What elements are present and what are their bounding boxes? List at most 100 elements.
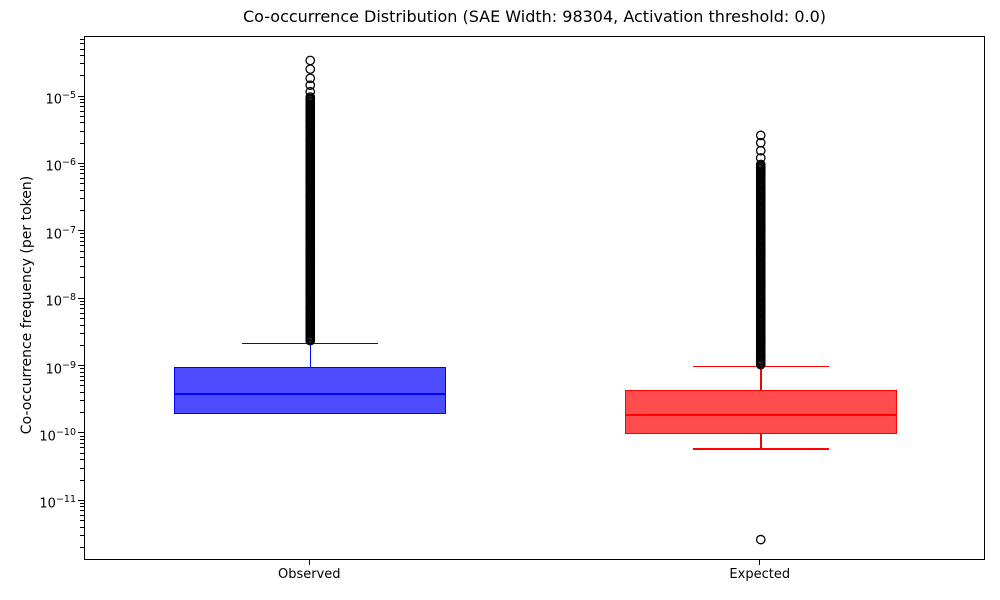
y-minor-tick [80, 546, 84, 548]
y-minor-tick [80, 506, 84, 508]
y-minor-tick [80, 183, 84, 185]
median-line-expected [624, 414, 897, 416]
whisker-upper-observed [309, 343, 311, 367]
whisker-lower-expected [760, 433, 762, 449]
y-tick-label: 10−9 [45, 359, 76, 377]
y-major-tick [78, 432, 84, 434]
y-minor-tick [80, 173, 84, 175]
y-minor-tick [80, 400, 84, 402]
y-major-tick [78, 230, 84, 232]
y-minor-tick [80, 55, 84, 57]
y-minor-tick [80, 308, 84, 310]
outlier-circle [305, 335, 316, 346]
outlier-circle [755, 359, 766, 370]
y-minor-tick [80, 240, 84, 242]
y-minor-tick [80, 502, 84, 504]
y-minor-tick [80, 452, 84, 454]
chart-title: Co-occurrence Distribution (SAE Width: 9… [242, 7, 827, 26]
outlier-markers [305, 55, 766, 545]
y-minor-tick [80, 526, 84, 528]
outlier-circle [755, 534, 766, 545]
y-minor-tick [80, 459, 84, 461]
median-line-observed [174, 393, 447, 395]
y-minor-tick [80, 106, 84, 108]
y-minor-tick [80, 324, 84, 326]
outlier-circle [305, 64, 316, 74]
y-minor-tick [80, 304, 84, 306]
y-minor-tick [80, 312, 84, 314]
outlier-circle [755, 145, 766, 156]
y-minor-tick [80, 380, 84, 382]
y-minor-tick [80, 130, 84, 132]
y-minor-tick [80, 75, 84, 77]
outlier-circle [305, 80, 316, 91]
y-minor-tick [80, 198, 84, 200]
box-observed [174, 366, 447, 414]
x-tick [308, 560, 310, 565]
y-tick-label: 10−6 [45, 157, 76, 175]
y-minor-tick [80, 265, 84, 267]
y-minor-tick [80, 300, 84, 302]
y-major-tick [78, 95, 84, 97]
y-tick-label: 10−8 [45, 292, 76, 310]
y-minor-tick [80, 102, 84, 104]
y-minor-tick [80, 177, 84, 179]
outlier-circle [305, 55, 316, 66]
y-minor-tick [80, 514, 84, 516]
y-minor-tick [80, 43, 84, 45]
whisker-cap-lower-expected [692, 448, 829, 450]
y-minor-tick [80, 368, 84, 370]
y-minor-tick [80, 98, 84, 100]
y-minor-tick [80, 412, 84, 414]
y-tick-label: 10−5 [45, 90, 76, 108]
y-minor-tick [80, 142, 84, 144]
y-minor-tick [80, 385, 84, 387]
y-minor-tick [80, 250, 84, 252]
y-minor-tick [80, 210, 84, 212]
y-tick-label: 10−10 [39, 426, 76, 445]
y-minor-tick [80, 233, 84, 235]
y-minor-tick [80, 375, 84, 377]
y-major-tick [78, 365, 84, 367]
y-major-tick [78, 162, 84, 164]
y-minor-tick [80, 467, 84, 469]
y-major-tick [78, 297, 84, 299]
x-tick-label-observed: Observed [277, 567, 341, 582]
y-minor-tick [80, 442, 84, 444]
y-minor-tick [80, 189, 84, 191]
whisker-upper-expected [760, 366, 762, 390]
y-minor-tick [80, 510, 84, 512]
y-minor-tick [80, 169, 84, 171]
box-expected [624, 389, 897, 434]
x-tick [759, 560, 761, 565]
y-tick-label: 10−7 [45, 224, 76, 243]
y-minor-tick [80, 479, 84, 481]
y-minor-tick [80, 344, 84, 346]
y-minor-tick [80, 371, 84, 373]
y-minor-tick [80, 447, 84, 449]
y-minor-tick [80, 115, 84, 117]
plot-area [84, 36, 985, 560]
y-minor-tick [80, 110, 84, 112]
y-minor-tick [80, 122, 84, 124]
outlier-circle [305, 73, 316, 84]
y-tick-label: 10−11 [39, 494, 76, 512]
y-major-tick [78, 499, 84, 501]
y-minor-tick [80, 166, 84, 168]
y-minor-tick [80, 520, 84, 522]
x-tick-label-expected: Expected [729, 567, 791, 582]
y-minor-tick [80, 391, 84, 393]
y-minor-tick [80, 236, 84, 238]
y-minor-tick [80, 245, 84, 247]
whisker-cap-lower-observed [242, 412, 379, 415]
y-minor-tick [80, 535, 84, 537]
y-minor-tick [80, 317, 84, 319]
y-minor-tick [80, 438, 84, 440]
y-minor-tick [80, 435, 84, 437]
y-minor-tick [80, 48, 84, 50]
y-minor-tick [80, 38, 84, 40]
y-minor-tick [80, 257, 84, 259]
y-axis-label: Co-occurrence frequency (per token) [19, 175, 35, 435]
outlier-circle [755, 130, 766, 141]
